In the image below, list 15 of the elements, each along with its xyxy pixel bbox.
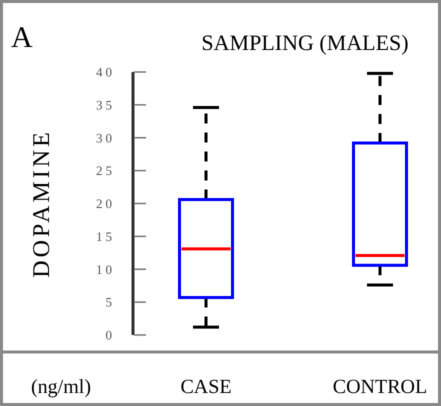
chart-title: SAMPLING (MALES) — [201, 30, 409, 55]
x-tick-label: CONTROL — [332, 376, 428, 398]
y-axis-title: DOPAMINE — [29, 129, 55, 278]
y-tick-label: 35 — [96, 97, 115, 112]
y-tick-label: 25 — [96, 163, 115, 178]
y-tick-label: 10 — [96, 262, 115, 277]
y-tick-label: 15 — [96, 228, 115, 244]
y-tick-label: 0 — [106, 328, 115, 343]
text: (ng/ml) — [31, 376, 91, 398]
y-tick-label: 40 — [96, 64, 115, 80]
y-tick-label: 20 — [96, 196, 115, 212]
y-tick-label: 5 — [106, 294, 115, 310]
x-tick-label: CASE — [180, 376, 232, 398]
y-tick-label: 30 — [96, 130, 115, 146]
text: A — [11, 21, 33, 54]
